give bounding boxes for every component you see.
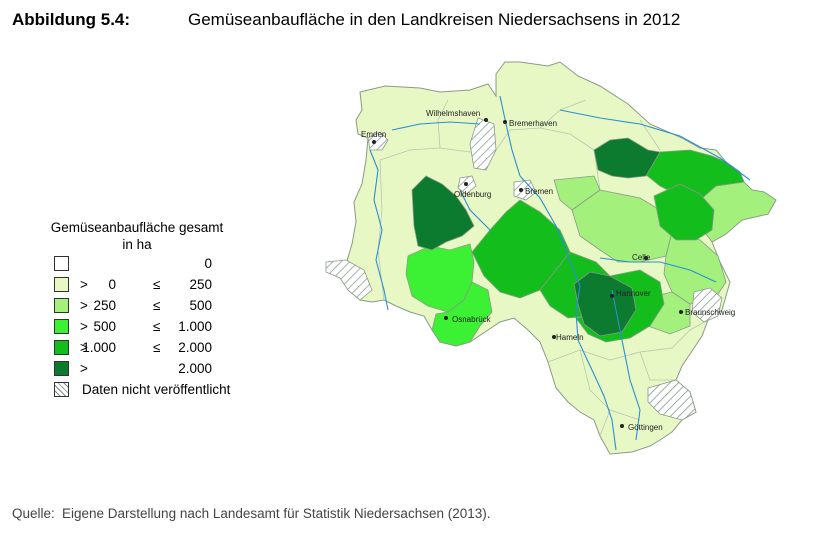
legend-lower: 0 <box>108 277 116 292</box>
river-hunte <box>459 189 491 231</box>
legend-row: >250 ≤500 <box>54 298 234 316</box>
district-hatched-bremen <box>513 179 537 201</box>
river-weser <box>499 95 617 451</box>
city-label-celle: Celle <box>632 253 651 262</box>
source-label: Quelle: <box>12 506 55 521</box>
city-label-goettingen: Göttingen <box>628 423 663 432</box>
city-label-oldenburg: Oldenburg <box>454 190 491 199</box>
legend-op: > <box>80 277 88 292</box>
legend-op: > <box>80 340 88 355</box>
legend-title-line1: Gemüseanbaufläche gesamt <box>50 220 224 235</box>
legend-rel: ≤ <box>153 340 161 355</box>
legend-row: 0 <box>54 256 234 274</box>
legend-upper: 500 <box>189 298 212 313</box>
figure-title: Gemüseanbaufläche in den Landkreisen Nie… <box>188 10 681 29</box>
district-hatched-goslar <box>647 379 697 421</box>
city-label-osnabrueck: Osnabrück <box>452 315 492 324</box>
legend-title: Gemüseanbaufläche gesamt in ha <box>42 219 232 253</box>
legend-lower: 1.000 <box>82 340 116 355</box>
legend-swatch <box>54 256 69 271</box>
district-stade <box>593 137 661 179</box>
legend-title-line2: in ha <box>122 237 152 252</box>
legend-upper: 1.000 <box>178 319 212 334</box>
city-markers <box>372 118 683 428</box>
legend-lower: 250 <box>93 298 116 313</box>
river-jade <box>391 121 481 131</box>
figure-label: Abbildung 5.4: <box>12 10 131 29</box>
city-label-hameln: Hameln <box>556 333 584 342</box>
legend-upper: 250 <box>189 277 212 292</box>
legend-row: >2.000 <box>54 361 234 379</box>
district-hatched-wesermarsch <box>469 117 497 171</box>
source-text: Eigene Darstellung nach Landesamt für St… <box>62 506 491 521</box>
legend-swatch <box>54 340 69 355</box>
legend-hatched-label: Daten nicht veröffentlicht <box>82 382 231 397</box>
district-vechta <box>411 175 475 251</box>
river-elbe <box>559 109 751 181</box>
district-hatched-emden <box>367 131 389 151</box>
district-osnabrueck <box>431 281 493 347</box>
legend-upper: 2.000 <box>178 340 212 355</box>
river-aller <box>599 257 717 283</box>
legend-rel: ≤ <box>153 277 161 292</box>
legend-row: >500 ≤1.000 <box>54 319 234 337</box>
city-label-emden: Emden <box>361 130 386 139</box>
city-label-bremen: Bremen <box>525 187 553 196</box>
legend-op: > <box>80 319 88 334</box>
river-leine <box>611 289 641 441</box>
city-label-hannover: Hannover <box>616 289 651 298</box>
legend-row: >1.000 ≤2.000 <box>54 340 234 358</box>
legend-rel: ≤ <box>153 319 161 334</box>
legend-rel: ≤ <box>153 298 161 313</box>
legend-upper: 0 <box>204 256 212 271</box>
legend-swatch-hatched <box>54 382 69 397</box>
river-ems <box>369 149 389 311</box>
city-label-wilhelmshaven: Wilhelmshaven <box>426 109 480 118</box>
legend-upper: 2.000 <box>178 361 212 376</box>
district-hatched-bentheim <box>325 259 373 301</box>
district-rotenburg <box>553 175 601 211</box>
legend-swatch <box>54 298 69 313</box>
legend-lower: 500 <box>93 319 116 334</box>
legend-op: > <box>80 298 88 313</box>
legend-swatch <box>54 361 69 376</box>
district-schaumburg <box>573 271 637 337</box>
legend-swatch <box>54 319 69 334</box>
legend-swatch <box>54 277 69 292</box>
district-harburg <box>653 183 715 241</box>
city-label-bremerhaven: Bremerhaven <box>509 119 557 128</box>
legend-row: >0 ≤250 <box>54 277 234 295</box>
city-label-braunschweig: Braunschweig <box>685 308 735 317</box>
legend-op: > <box>80 361 88 376</box>
district-hatched-braunschweig <box>691 287 723 323</box>
